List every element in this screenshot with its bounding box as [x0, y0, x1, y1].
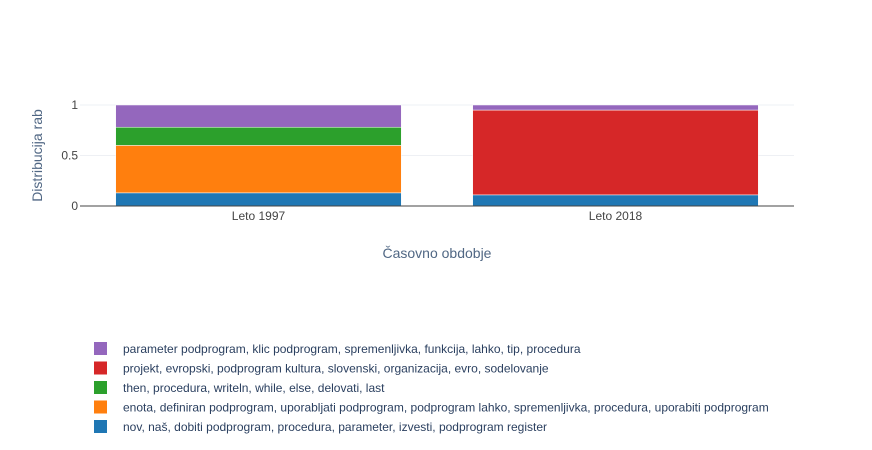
y-tick-label: 0 — [71, 199, 78, 213]
legend-swatch[interactable] — [94, 381, 107, 394]
legend-swatch[interactable] — [94, 361, 107, 375]
legend: parameter podprogram, klic podprogram, s… — [94, 342, 769, 434]
bar-segment[interactable] — [472, 109, 759, 196]
legend-swatch[interactable] — [94, 342, 107, 355]
bar-segment[interactable] — [115, 104, 402, 128]
x-tick-label: Leto 2018 — [589, 209, 643, 223]
y-axis-title: Distribucija rab — [29, 109, 45, 202]
bar-segment[interactable] — [115, 192, 402, 207]
legend-swatch[interactable] — [94, 420, 107, 433]
legend-swatch[interactable] — [94, 400, 107, 414]
legend-label[interactable]: parameter podprogram, klic podprogram, s… — [123, 342, 581, 356]
legend-label[interactable]: projekt, evropski, podprogram kultura, s… — [123, 362, 549, 376]
bar-segment[interactable] — [115, 145, 402, 194]
bar-segment[interactable] — [472, 194, 759, 207]
legend-label[interactable]: then, procedura, writeln, while, else, d… — [123, 381, 385, 395]
bar-segment[interactable] — [115, 126, 402, 146]
legend-label[interactable]: enota, definiran podprogram, uporabljati… — [123, 401, 769, 415]
bars — [115, 104, 759, 207]
legend-label[interactable]: nov, naš, dobiti podprogram, procedura, … — [123, 420, 547, 434]
x-tick-labels: Leto 1997 Leto 2018 — [232, 209, 643, 223]
y-tick-label: 1 — [71, 98, 78, 112]
y-tick-labels: 00.51 — [61, 98, 78, 213]
x-tick-label: Leto 1997 — [232, 209, 286, 223]
y-tick-label: 0.5 — [61, 149, 78, 163]
x-axis-title: Časovno obdobje — [383, 245, 492, 261]
bar-segment[interactable] — [472, 104, 759, 111]
